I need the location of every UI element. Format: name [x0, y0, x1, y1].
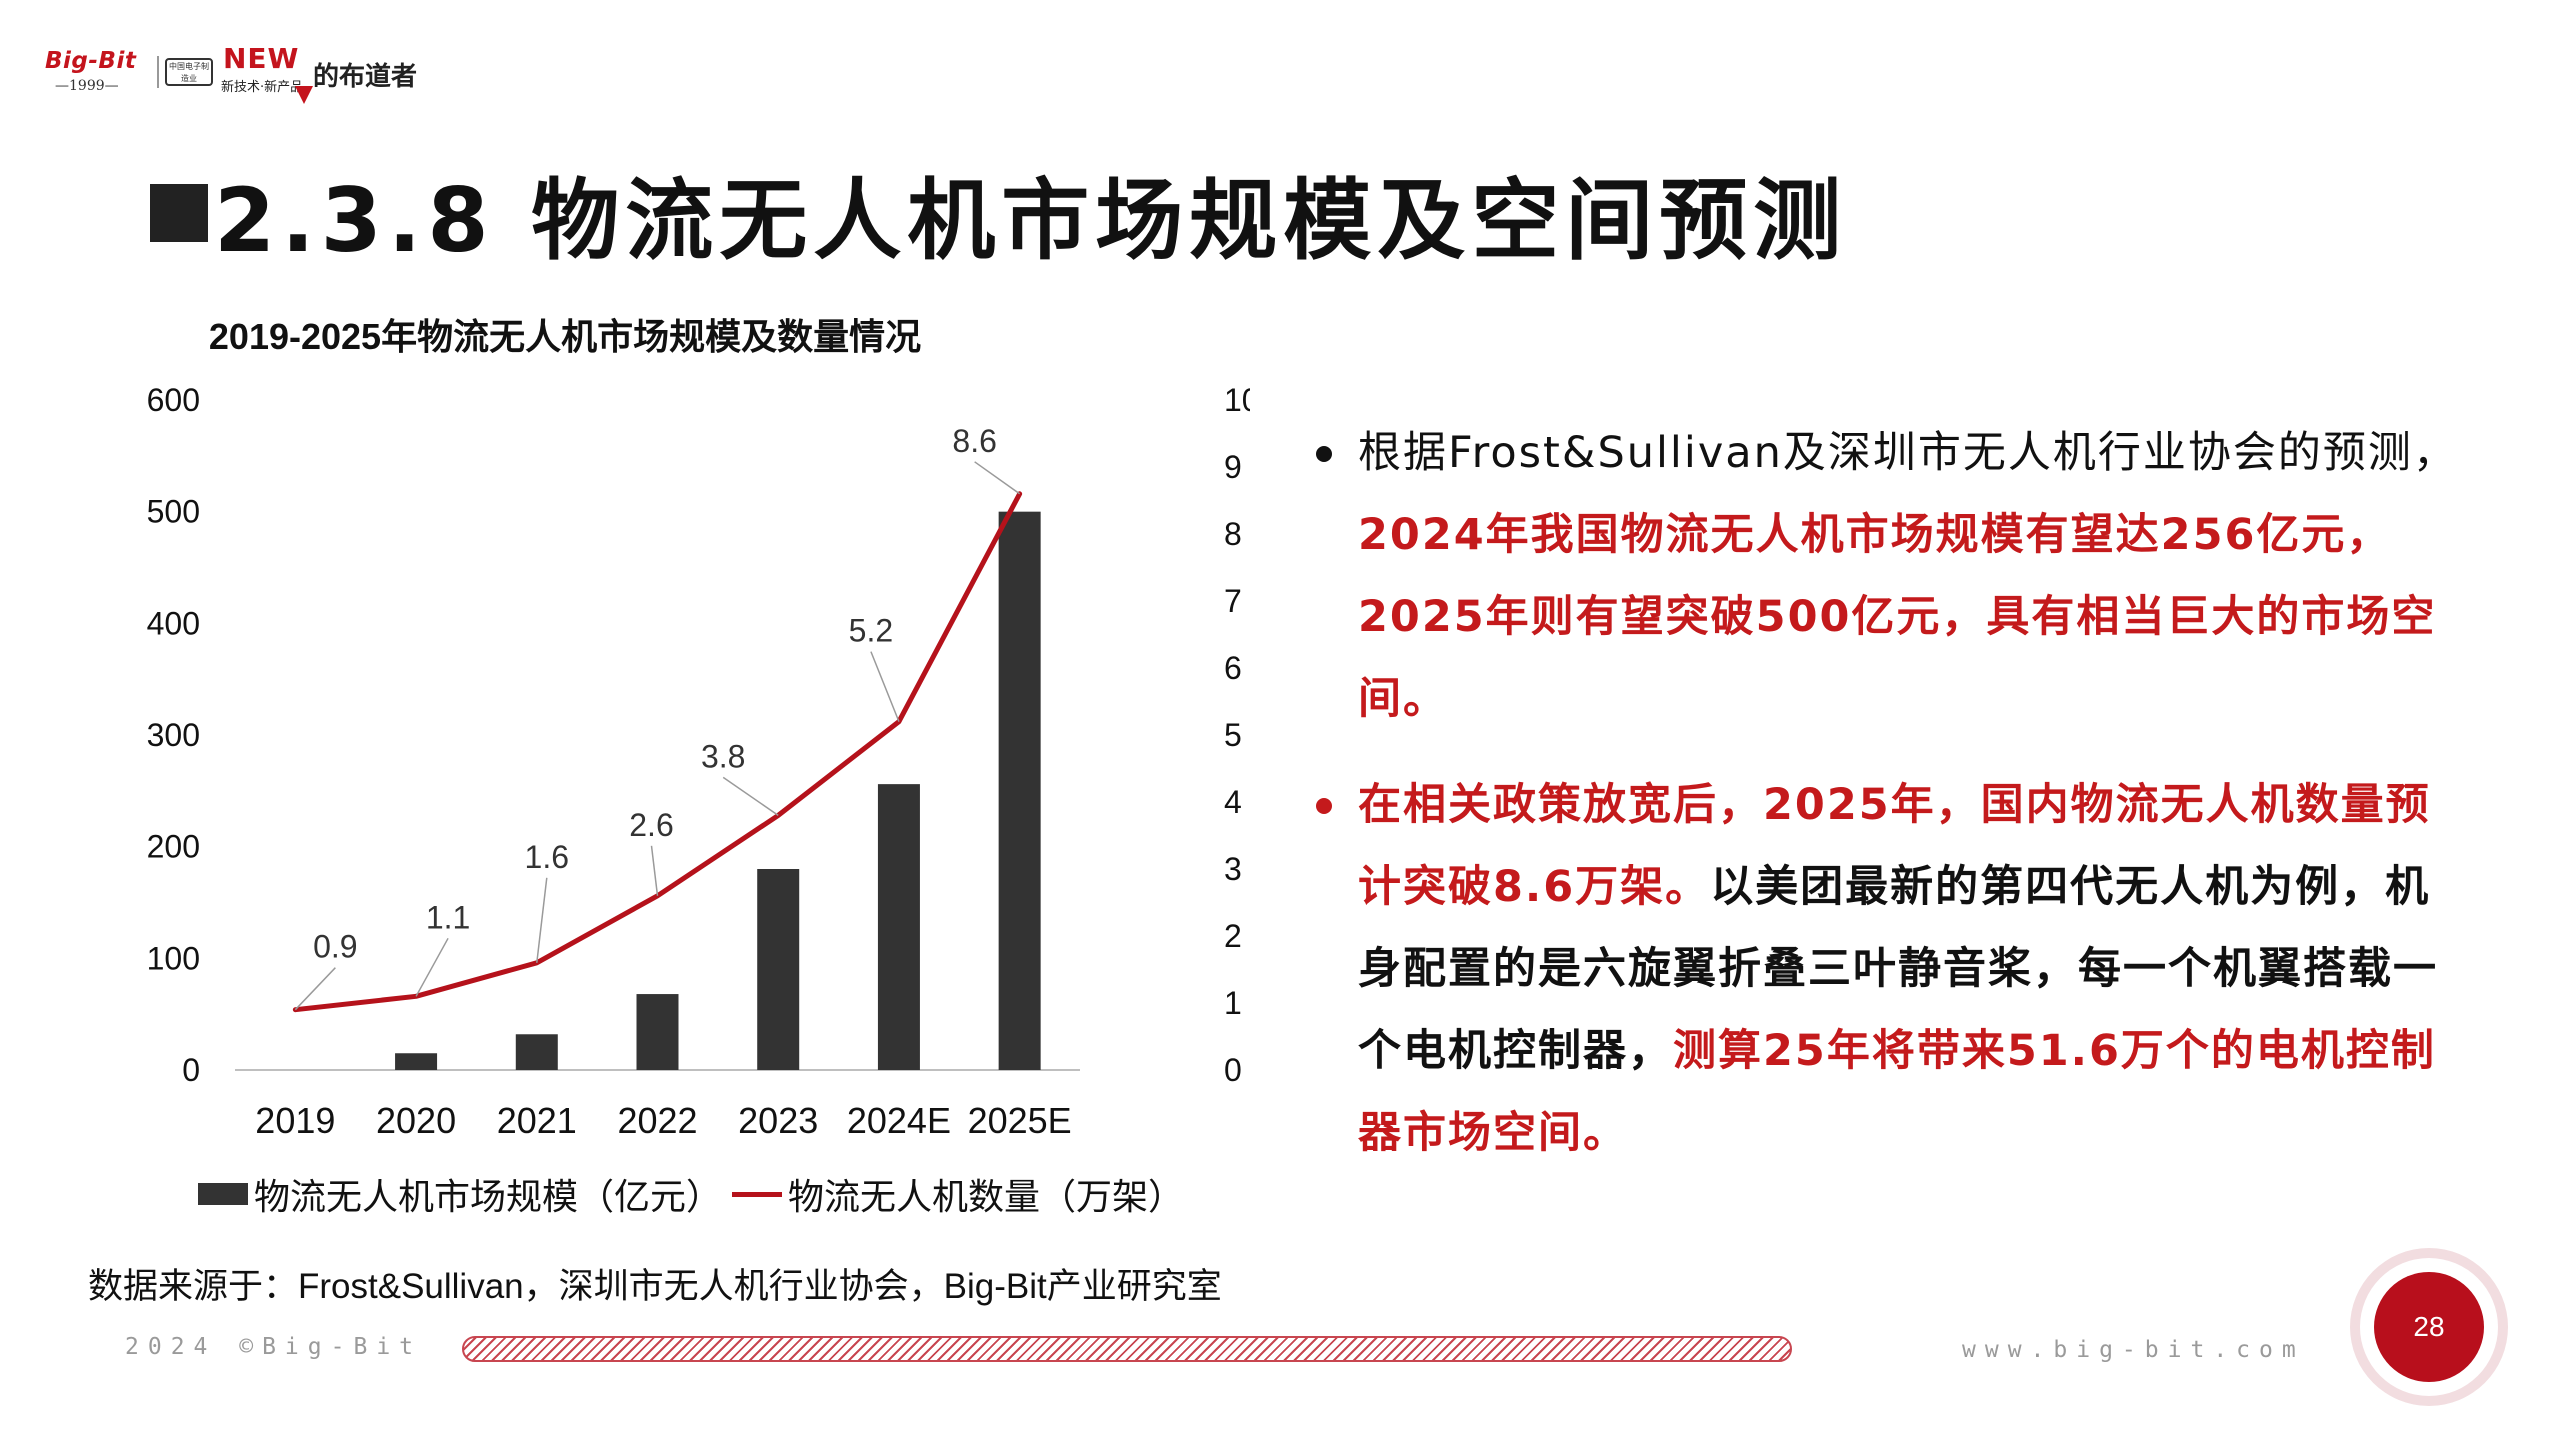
y-right-tick-label: 3 [1224, 851, 1242, 887]
bullet-dot-icon [1316, 446, 1332, 462]
bullet-2-text: 以美团最新的第四代无人机为例，机身配置的是六旋翼折叠三叶静音桨，每一个机翼搭载一… [1358, 862, 2438, 1076]
y-right-tick-label: 7 [1224, 583, 1242, 619]
line-data-label: 0.9 [313, 929, 357, 965]
logo-year: —1999— [55, 78, 119, 94]
combo-chart: 0 100 200 300 400 500 600 0 1 2 3 4 5 6 7 8 9 10 2019 2020 2… [147, 382, 1250, 1141]
line-data-label: 1.1 [426, 899, 470, 935]
y-right-tick-label: 5 [1224, 717, 1242, 753]
bullet-2-highlight: 在相关政策放宽后，2025年，国内物流无人机数量预计突破8.6万架。 [1358, 780, 2431, 912]
line-data-label: 3.8 [701, 738, 745, 774]
x-tick-label: 2020 [376, 1100, 456, 1141]
legend-line-swatch [732, 1191, 783, 1197]
title-square-icon [150, 184, 208, 242]
line-data-label: 1.6 [525, 839, 569, 875]
data-label-leader [415, 937, 449, 997]
logo-badge: 中国电子制造业 [165, 58, 213, 86]
bar [877, 784, 920, 1070]
bullet-1-highlight: 2024年我国物流无人机市场规模有望达256亿元，2025年则有望突破500亿元… [1358, 510, 2437, 724]
y-right-tick-label: 0 [1224, 1052, 1242, 1088]
logo-divider [157, 56, 159, 88]
slide-title: 2.3.8 物流无人机市场规模及空间预测 [214, 168, 1848, 272]
data-label-leader [536, 877, 548, 963]
x-tick-label: 2025E [968, 1100, 1072, 1141]
page-number: 28 [2374, 1272, 2484, 1382]
x-tick-label: 2019 [255, 1100, 335, 1141]
x-tick-label: 2024E [847, 1100, 951, 1141]
x-tick-label: 2021 [497, 1100, 577, 1141]
big-bit-logo[interactable]: Big-Bit —1999— 中国电子制造业 NEW 新技术·新产品 的布道者 [45, 42, 465, 112]
y-right-tick-label: 8 [1224, 516, 1242, 552]
data-label-leader [722, 776, 779, 817]
data-label-leader [870, 651, 900, 722]
bullet-1-text: 根据Frost&Sullivan及深圳市无人机行业协会的预测， [1358, 428, 2458, 478]
logo-brand: Big-Bit [45, 48, 137, 74]
chart-title: 2019-2025年物流无人机市场规模及数量情况 [208, 316, 922, 357]
slide-title-row: 2.3.8 物流无人机市场规模及空间预测 [150, 158, 1847, 272]
bar [998, 511, 1041, 1070]
y-right-tick-label: 1 [1224, 985, 1242, 1021]
line-data-label: 5.2 [849, 613, 893, 649]
logo-name: 的布道者 [313, 62, 418, 92]
footer-copyright: 2024 ©Big-Bit [125, 1334, 423, 1360]
chart-legend: 物流无人机市场规模（亿元） 物流无人机数量（万架） [198, 1168, 1184, 1220]
bar [636, 994, 679, 1070]
bullet-item-2: 在相关政策放宽后，2025年，国内物流无人机数量预计突破8.6万架。以美团最新的… [1310, 764, 2460, 1174]
bullet-list: 根据Frost&Sullivan及深圳市无人机行业协会的预测， 2024年我国物流… [1310, 412, 2460, 1198]
y-right-tick-label: 6 [1224, 650, 1242, 686]
y-left-tick-label: 500 [147, 494, 200, 530]
footer-website-link[interactable]: www.big-bit.com [1962, 1337, 2305, 1363]
y-right-tick-label: 9 [1224, 449, 1242, 485]
line-data-label: 2.6 [629, 807, 673, 843]
data-label-leader [974, 461, 1021, 495]
x-tick-label: 2023 [738, 1100, 818, 1141]
y-left-tick-label: 200 [147, 829, 200, 865]
data-source: 数据来源于：Frost&Sullivan，深圳市无人机行业协会，Big-Bit产… [88, 1267, 1222, 1306]
x-tick-label: 2022 [617, 1100, 697, 1141]
bar [757, 869, 800, 1070]
y-right-tick-label: 4 [1224, 784, 1242, 820]
y-left-tick-label: 600 [147, 382, 200, 418]
bar [395, 1053, 438, 1070]
data-label-leader [294, 967, 336, 1011]
legend-bar-swatch [198, 1183, 248, 1205]
line-data-label: 8.6 [952, 423, 996, 459]
logo-triangle-icon [295, 86, 313, 104]
bullet-item-1: 根据Frost&Sullivan及深圳市无人机行业协会的预测， 2024年我国物流… [1310, 412, 2460, 740]
bar [515, 1034, 558, 1070]
logo-new-text: NEW [223, 42, 300, 75]
y-right-tick-label: 2 [1224, 918, 1242, 954]
data-label-leader [650, 845, 659, 896]
y-right-tick-label: 10 [1224, 382, 1250, 418]
legend-line-label: 物流无人机数量（万架） [788, 1176, 1185, 1217]
y-left-tick-label: 300 [147, 717, 200, 753]
y-left-tick-label: 0 [182, 1052, 200, 1088]
logo-subtitle: 新技术·新产品 [221, 80, 304, 95]
footer-hatch-bar [462, 1336, 1792, 1362]
bullet-dot-icon [1316, 798, 1332, 814]
y-left-tick-label: 100 [147, 940, 200, 976]
legend-bar-label: 物流无人机市场规模（亿元） [254, 1176, 723, 1217]
bullet-2-conclusion: 测算25年将带来51.6万个的电机控制器市场空间。 [1358, 1026, 2436, 1158]
y-left-tick-label: 400 [147, 605, 200, 641]
